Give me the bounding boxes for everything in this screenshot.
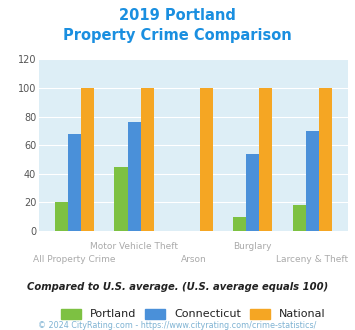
Text: Property Crime Comparison: Property Crime Comparison (63, 28, 292, 43)
Text: Burglary: Burglary (234, 243, 272, 251)
Bar (306, 131, 319, 231)
Text: All Property Crime: All Property Crime (33, 255, 116, 264)
Bar (68, 134, 81, 231)
Text: Larceny & Theft: Larceny & Theft (276, 255, 348, 264)
Text: © 2024 CityRating.com - https://www.cityrating.com/crime-statistics/: © 2024 CityRating.com - https://www.city… (38, 321, 317, 330)
Text: 2019 Portland: 2019 Portland (119, 8, 236, 23)
Bar (127, 122, 141, 231)
Bar (55, 202, 68, 231)
Bar (81, 88, 94, 231)
Bar (200, 88, 213, 231)
Text: Compared to U.S. average. (U.S. average equals 100): Compared to U.S. average. (U.S. average … (27, 282, 328, 292)
Bar (233, 217, 246, 231)
Bar (260, 88, 273, 231)
Legend: Portland, Connecticut, National: Portland, Connecticut, National (61, 309, 326, 319)
Bar (141, 88, 154, 231)
Bar (114, 167, 127, 231)
Bar (319, 88, 332, 231)
Bar (293, 205, 306, 231)
Bar (246, 154, 260, 231)
Text: Arson: Arson (181, 255, 206, 264)
Text: Motor Vehicle Theft: Motor Vehicle Theft (90, 243, 178, 251)
